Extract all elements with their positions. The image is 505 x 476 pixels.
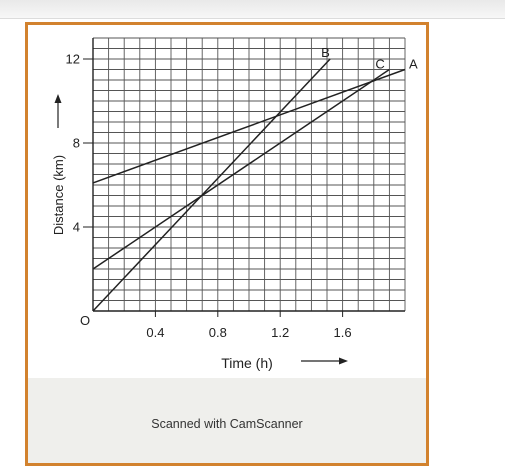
- y-tick-label: 8: [73, 136, 80, 151]
- y-axis-title: Distance (km): [51, 155, 66, 235]
- series-label-a: A: [409, 57, 418, 72]
- x-tick-label: 0.8: [209, 325, 227, 340]
- y-tick-label: 4: [73, 220, 80, 235]
- series-label-b: B: [321, 45, 330, 60]
- camscanner-watermark: [28, 378, 426, 463]
- chart-series: [92, 58, 406, 312]
- top-bar: [0, 0, 505, 19]
- x-tick-label: 1.6: [334, 325, 352, 340]
- footer-text: Scanned with CamScanner: [151, 417, 303, 431]
- series-line-c: [92, 68, 390, 270]
- chart-ticks: 0.4 0.8 1.2 1.6 4 8 12 O: [66, 52, 352, 341]
- x-axis-title: Time (h): [221, 355, 273, 371]
- origin-label: O: [80, 313, 90, 328]
- chart-grid: [92, 37, 406, 312]
- x-tick-label: 1.2: [271, 325, 289, 340]
- series-label-c: C: [375, 57, 384, 72]
- series-line-b: [92, 58, 331, 312]
- x-axis-arrow-head: [339, 357, 348, 365]
- x-tick-label: 0.4: [146, 325, 164, 340]
- y-axis-arrow-head: [54, 94, 62, 103]
- y-tick-label: 12: [66, 52, 80, 67]
- series-line-a: [92, 68, 406, 184]
- chart-labels: A B C Time (h) Distance (km): [51, 45, 418, 371]
